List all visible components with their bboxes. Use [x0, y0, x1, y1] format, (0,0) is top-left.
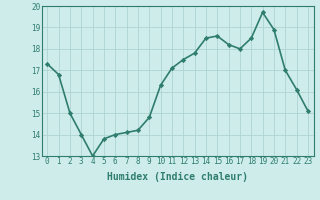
X-axis label: Humidex (Indice chaleur): Humidex (Indice chaleur): [107, 172, 248, 182]
